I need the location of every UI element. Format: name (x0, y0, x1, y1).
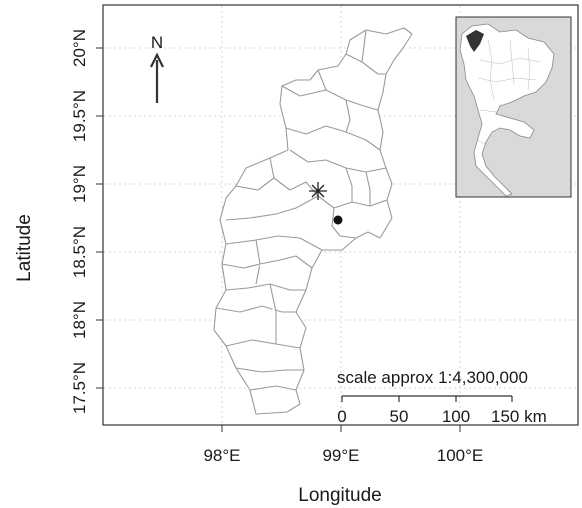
axis-ticks (96, 47, 461, 432)
scale-tick-label: 150 km (491, 407, 547, 426)
site-dot (333, 215, 343, 225)
north-arrow: N (150, 33, 164, 103)
scale-caption: scale approx 1:4,300,000 (337, 368, 528, 387)
inset-map (455, 16, 572, 198)
x-tick-label: 99°E (322, 446, 359, 465)
site-asterisk (309, 182, 327, 200)
region-outline (213, 27, 413, 415)
x-axis-label: Longitude (298, 485, 381, 506)
y-tick-label: 19.5°N (70, 90, 89, 142)
y-tick-label: 20°N (70, 29, 89, 67)
inset-country (459, 23, 555, 197)
x-tick-label: 98°E (203, 446, 240, 465)
y-tick-label: 17.5°N (70, 362, 89, 414)
scale-bar: scale approx 1:4,300,000 0 50 100 150 km (337, 368, 547, 426)
y-tick-label: 18°N (70, 301, 89, 339)
north-label: N (151, 33, 163, 52)
province-boundaries (213, 27, 413, 415)
inset-highlight (466, 30, 484, 52)
scale-tick-label: 0 (337, 407, 346, 426)
y-tick-label: 19°N (70, 165, 89, 203)
scale-tick-label: 50 (390, 407, 409, 426)
x-tick-label: 100°E (437, 446, 484, 465)
scale-tick-label: 100 (442, 407, 470, 426)
y-tick-label: 18.5°N (70, 226, 89, 278)
y-axis-label: Latitude (14, 214, 35, 282)
